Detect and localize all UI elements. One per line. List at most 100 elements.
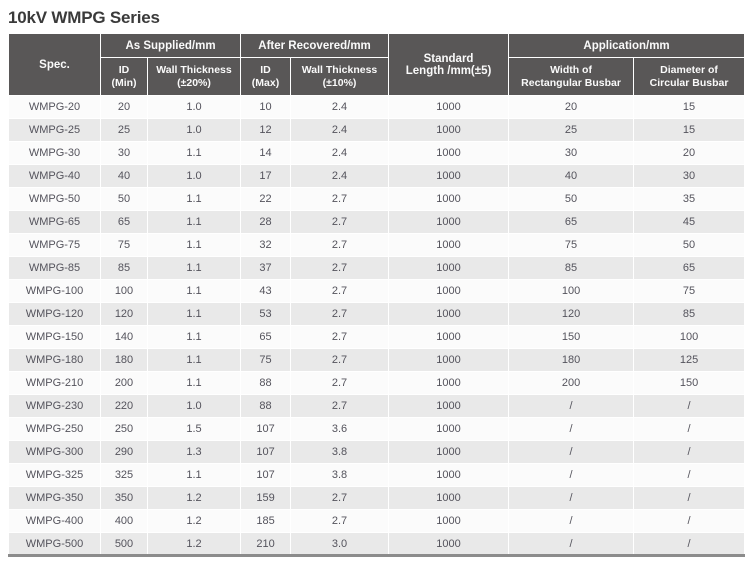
value-cell: 2.7 (290, 279, 390, 303)
value-cell: 30 (508, 141, 635, 165)
spec-cell: WMPG-25 (8, 118, 101, 142)
header-group-row: Spec. As Supplied/mm After Recovered/mm … (8, 33, 746, 96)
spec-cell: WMPG-40 (8, 164, 101, 188)
value-cell: 50 (633, 233, 746, 257)
value-cell: 20 (508, 95, 635, 119)
table-row: WMPG-300 290 1.3 107 3.8 1000// (8, 440, 746, 464)
table-row: WMPG-20 20 1.0 10 2.4 1000 20 15 (8, 95, 746, 119)
value-cell: / (508, 463, 635, 487)
header-id-max-line1: ID (260, 63, 271, 76)
value-cell: 40 (100, 164, 148, 188)
value-cell: 1000 (388, 118, 510, 142)
value-cell: 1.1 (146, 371, 242, 395)
value-cell: 85 (508, 256, 635, 280)
value-cell: 17 (240, 164, 292, 188)
table-row: WMPG-50 50 1.1 22 2.7 1000 50 35 (8, 187, 746, 211)
header-id-min: ID (Min) (100, 57, 148, 96)
value-cell: 1000 (388, 302, 510, 326)
value-cell: / (633, 463, 746, 487)
value-cell: 1.1 (146, 279, 242, 303)
header-as-supplied: As Supplied/mm (99, 33, 242, 58)
value-cell: / (508, 486, 635, 510)
value-cell: 125 (633, 348, 746, 372)
spec-cell: WMPG-325 (8, 463, 101, 487)
value-cell: 1.1 (146, 302, 242, 326)
value-cell: 250 (100, 417, 148, 441)
value-cell: 1000 (388, 95, 510, 119)
header-standard-length-line1: Standard (423, 52, 474, 65)
value-cell: 100 (633, 325, 746, 349)
value-cell: 2.7 (290, 394, 390, 418)
value-cell: 50 (508, 187, 635, 211)
value-cell: / (508, 394, 635, 418)
page-title: 10kV WMPG Series (8, 8, 160, 27)
header-spec: Spec. (8, 33, 101, 96)
value-cell: 85 (633, 302, 746, 326)
spec-cell: WMPG-230 (8, 394, 101, 418)
value-cell: 43 (240, 279, 292, 303)
value-cell: 2.7 (290, 302, 390, 326)
header-wall-thickness-10: Wall Thickness (±10%) (290, 57, 390, 96)
spec-cell: WMPG-65 (8, 210, 101, 234)
value-cell: 12 (240, 118, 292, 142)
value-cell: 107 (240, 463, 292, 487)
value-cell: 50 (100, 187, 148, 211)
spec-table: Spec. As Supplied/mm After Recovered/mm … (8, 33, 746, 557)
value-cell: 1000 (388, 141, 510, 165)
value-cell: 1000 (388, 440, 510, 464)
value-cell: 2.7 (290, 509, 390, 533)
table-row: WMPG-230 220 1.0 88 2.7 1000// (8, 394, 746, 418)
value-cell: 40 (508, 164, 635, 188)
value-cell: 150 (508, 325, 635, 349)
value-cell: / (633, 417, 746, 441)
value-cell: 1.1 (146, 141, 242, 165)
spec-cell: WMPG-75 (8, 233, 101, 257)
value-cell: 1000 (388, 463, 510, 487)
spec-cell: WMPG-30 (8, 141, 101, 165)
spec-cell: WMPG-500 (8, 532, 101, 556)
value-cell: 1.1 (146, 233, 242, 257)
value-cell: / (633, 394, 746, 418)
value-cell: 3.8 (290, 440, 390, 464)
value-cell: 75 (633, 279, 746, 303)
header-width-rect-line2: Rectangular Busbar (521, 76, 621, 89)
value-cell: 32 (240, 233, 292, 257)
value-cell: 14 (240, 141, 292, 165)
table-row: WMPG-180 180 1.1 75 2.7 1000 180 125 (8, 348, 746, 372)
value-cell: 1.1 (146, 325, 242, 349)
value-cell: 500 (100, 532, 148, 556)
value-cell: / (633, 532, 746, 556)
value-cell: 3.8 (290, 463, 390, 487)
value-cell: 35 (633, 187, 746, 211)
header-standard-length-line2: Length /mm(±5) (405, 64, 492, 77)
value-cell: 200 (100, 371, 148, 395)
table-row: WMPG-250 250 1.5 107 3.6 1000// (8, 417, 746, 441)
spec-cell: WMPG-250 (8, 417, 101, 441)
value-cell: 2.4 (290, 118, 390, 142)
value-cell: 1.3 (146, 440, 242, 464)
spec-cell: WMPG-50 (8, 187, 101, 211)
value-cell: 75 (508, 233, 635, 257)
value-cell: / (633, 509, 746, 533)
value-cell: 1000 (388, 210, 510, 234)
header-diameter-circular-busbar: Diameter of Circular Busbar (633, 57, 746, 96)
value-cell: 200 (508, 371, 635, 395)
value-cell: 120 (508, 302, 635, 326)
value-cell: 1000 (388, 532, 510, 556)
value-cell: 1000 (388, 486, 510, 510)
spec-cell: WMPG-120 (8, 302, 101, 326)
value-cell: 3.0 (290, 532, 390, 556)
spec-cell: WMPG-100 (8, 279, 101, 303)
table-row: WMPG-325 325 1.1 107 3.8 1000// (8, 463, 746, 487)
value-cell: 140 (100, 325, 148, 349)
header-id-max: ID (Max) (240, 57, 292, 96)
header-width-rect-line1: Width of (550, 63, 592, 76)
value-cell: 1.1 (146, 256, 242, 280)
value-cell: 180 (100, 348, 148, 372)
spec-cell: WMPG-210 (8, 371, 101, 395)
value-cell: 10 (240, 95, 292, 119)
table-row: WMPG-85 85 1.1 37 2.7 1000 85 65 (8, 256, 746, 280)
header-sub-row: ID (Min) Wall Thickness (±20%) ID (Max) … (9, 57, 746, 96)
table-row: WMPG-120 120 1.1 53 2.7 1000 120 85 (8, 302, 746, 326)
header-id-min-line1: ID (118, 63, 130, 76)
